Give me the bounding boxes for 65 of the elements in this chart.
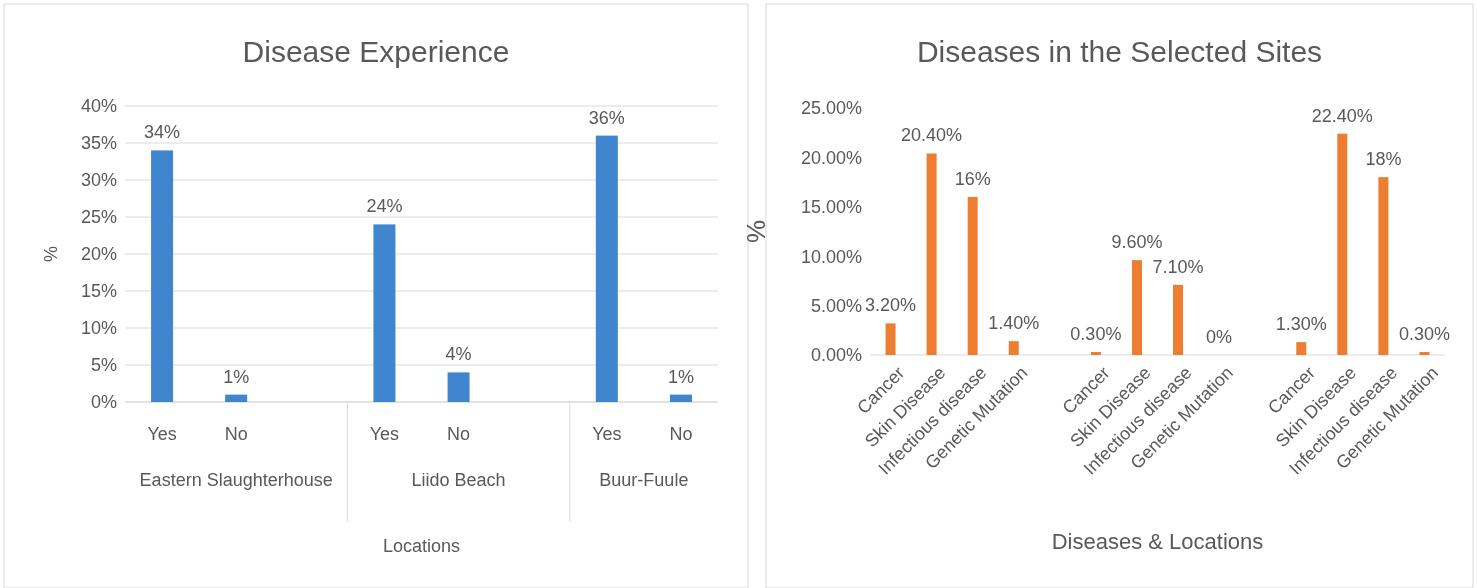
bar	[595, 135, 618, 402]
data-label: 1.40%	[988, 313, 1040, 334]
bar	[1296, 342, 1307, 355]
x-axis-title: Locations	[382, 536, 461, 556]
text: Liido Beach	[411, 470, 506, 490]
data-label: 0.30%	[1070, 324, 1122, 345]
y-tick-label: 0.00%	[810, 345, 862, 366]
y-tick-label: 40%	[80, 96, 117, 117]
x-axis-title: Diseases & Locations	[1051, 529, 1264, 554]
data-label: 1.30%	[1275, 314, 1327, 335]
data-label: 0.30%	[1398, 324, 1450, 345]
data-label: 20.40%	[901, 125, 963, 146]
data-label: 36%	[588, 107, 625, 128]
data-label: 1%	[667, 366, 694, 387]
bar	[225, 394, 248, 402]
y-axis-title: %	[741, 219, 771, 244]
bar	[967, 196, 978, 355]
data-label: 3.20%	[865, 295, 917, 316]
data-label: 9.60%	[1111, 232, 1163, 253]
text: Eastern Slaughterhouse	[139, 470, 333, 490]
y-tick-label: 30%	[80, 170, 117, 191]
y-tick-label: 25.00%	[800, 98, 862, 119]
chart-title: Disease Experience	[242, 35, 510, 68]
y-tick-label: 10%	[80, 318, 117, 339]
y-tick-label: 25%	[80, 207, 117, 228]
text: Buur-Fuule	[599, 470, 689, 490]
bar	[373, 224, 396, 402]
data-label: 22.40%	[1311, 105, 1373, 126]
y-tick-label: 35%	[80, 133, 117, 154]
data-label: 4%	[445, 344, 472, 365]
bar	[151, 150, 174, 402]
x-tick-label: Yes	[369, 424, 400, 444]
bar	[447, 372, 470, 402]
x-tick-label: No	[224, 424, 248, 444]
y-tick-label: 5.00%	[810, 295, 862, 316]
x-tick-label: No	[669, 424, 693, 444]
bar	[1131, 260, 1142, 355]
bar	[1090, 352, 1101, 355]
bar	[926, 153, 937, 355]
bar	[885, 323, 896, 355]
y-tick-label: 0%	[90, 392, 117, 413]
y-tick-label: 15%	[80, 281, 117, 302]
bar	[1337, 133, 1348, 355]
y-tick-label: 15.00%	[800, 197, 862, 218]
bar	[1008, 341, 1019, 355]
bar	[1173, 284, 1184, 355]
data-label: 24%	[366, 196, 403, 217]
y-tick-label: 20%	[80, 244, 117, 265]
data-label: 34%	[144, 122, 181, 143]
bar	[669, 394, 692, 402]
y-tick-label: 20.00%	[800, 147, 862, 168]
x-tick-label: No	[447, 424, 471, 444]
x-tick-label: Yes	[592, 424, 622, 444]
y-tick-label: 10.00%	[800, 246, 862, 267]
data-label: 7.10%	[1152, 256, 1204, 277]
bar	[1378, 177, 1389, 355]
y-tick-label: 5%	[90, 355, 117, 376]
y-axis-title: %	[41, 245, 61, 263]
data-label: 1%	[223, 366, 250, 387]
data-label: 18%	[1365, 149, 1402, 170]
x-tick-label: Yes	[147, 424, 177, 444]
chart-title: Diseases in the Selected Sites	[916, 35, 1323, 68]
bar	[1419, 352, 1430, 355]
data-label: 0%	[1206, 327, 1233, 347]
data-label: 16%	[954, 168, 991, 189]
